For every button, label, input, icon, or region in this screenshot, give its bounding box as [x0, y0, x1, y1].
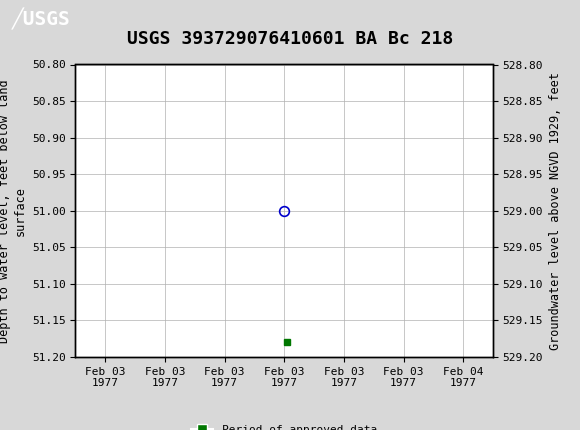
Y-axis label: Depth to water level, feet below land
surface: Depth to water level, feet below land su…: [0, 79, 26, 343]
Text: ╱USGS: ╱USGS: [12, 8, 70, 31]
Legend: Period of approved data: Period of approved data: [187, 420, 382, 430]
Y-axis label: Groundwater level above NGVD 1929, feet: Groundwater level above NGVD 1929, feet: [549, 72, 562, 350]
Text: USGS 393729076410601 BA Bc 218: USGS 393729076410601 BA Bc 218: [127, 30, 453, 48]
